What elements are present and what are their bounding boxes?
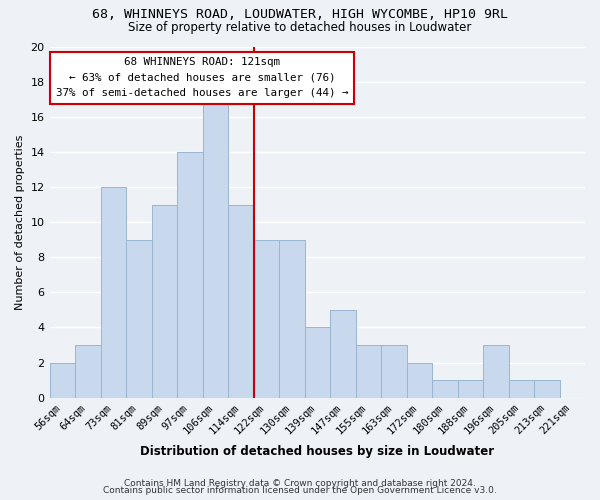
Bar [50, 362, 75, 398]
Bar [152, 204, 177, 398]
Bar [126, 240, 152, 398]
Bar [279, 240, 305, 398]
Bar [101, 187, 126, 398]
Text: 68, WHINNEYS ROAD, LOUDWATER, HIGH WYCOMBE, HP10 9RL: 68, WHINNEYS ROAD, LOUDWATER, HIGH WYCOM… [92, 8, 508, 20]
Text: Contains public sector information licensed under the Open Government Licence v3: Contains public sector information licen… [103, 486, 497, 495]
Bar [177, 152, 203, 398]
Bar [483, 345, 509, 398]
Y-axis label: Number of detached properties: Number of detached properties [15, 134, 25, 310]
Bar [432, 380, 458, 398]
Bar [228, 204, 254, 398]
Bar [305, 328, 330, 398]
Text: 68 WHINNEYS ROAD: 121sqm
← 63% of detached houses are smaller (76)
37% of semi-d: 68 WHINNEYS ROAD: 121sqm ← 63% of detach… [56, 57, 349, 98]
Bar [356, 345, 381, 398]
Bar [254, 240, 279, 398]
Bar [407, 362, 432, 398]
Bar [330, 310, 356, 398]
Bar [75, 345, 101, 398]
Bar [509, 380, 534, 398]
Text: Size of property relative to detached houses in Loudwater: Size of property relative to detached ho… [128, 21, 472, 34]
Text: Contains HM Land Registry data © Crown copyright and database right 2024.: Contains HM Land Registry data © Crown c… [124, 478, 476, 488]
X-axis label: Distribution of detached houses by size in Loudwater: Distribution of detached houses by size … [140, 444, 494, 458]
Bar [381, 345, 407, 398]
Bar [458, 380, 483, 398]
Bar [203, 99, 228, 398]
Bar [534, 380, 560, 398]
